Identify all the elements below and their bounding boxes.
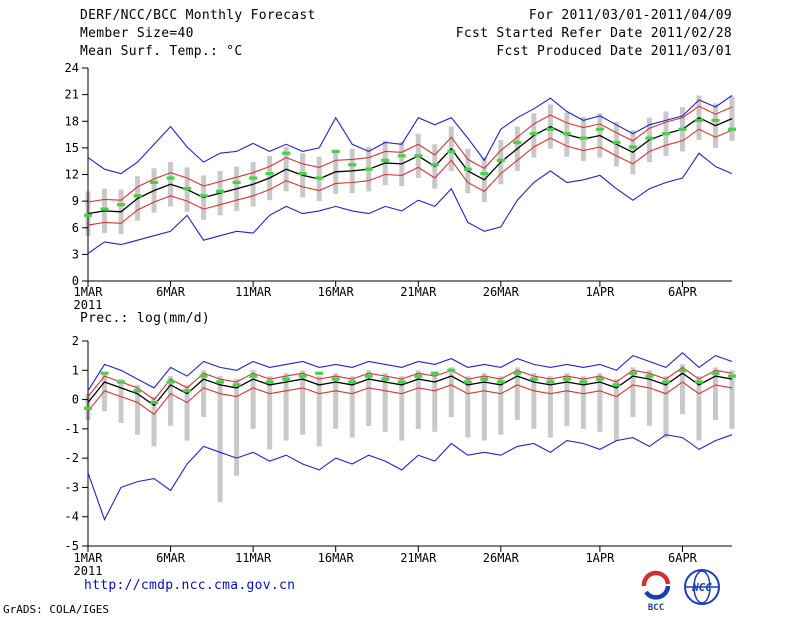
ensemble-max xyxy=(87,95,733,175)
fcst-produced-date-label: Fcst Produced Date 2011/03/01 xyxy=(496,44,732,59)
upper-quartile xyxy=(87,366,733,401)
y-tick-label: 1 xyxy=(72,363,79,377)
x-tick-label: 21MAR xyxy=(400,285,437,299)
x-tick-label: 1MAR xyxy=(74,551,104,565)
bcc-logo-label: BCC xyxy=(648,603,664,613)
x-tick-label: 16MAR xyxy=(318,285,355,299)
y-tick-label: 9 xyxy=(72,194,79,208)
page-title: DERF/NCC/BCC Monthly Forecast xyxy=(80,8,316,23)
bcc-logo-blue-arc xyxy=(644,585,671,600)
x-tick-label: 11MAR xyxy=(235,551,272,565)
ncc-logo-outer-ring xyxy=(684,569,720,605)
y-tick-label: -1 xyxy=(65,422,79,436)
ncc-logo-label: NCC xyxy=(691,581,712,594)
y-tick-label: 12 xyxy=(65,168,79,182)
ensemble-mean xyxy=(87,372,733,407)
x-tick-label: 26MAR xyxy=(483,551,520,565)
x-tick-label: 11MAR xyxy=(235,285,272,299)
x-tick-label: 16MAR xyxy=(318,551,355,565)
member-size-label: Member Size=40 xyxy=(80,26,194,41)
ncc-logo: NCC xyxy=(684,569,720,605)
bcc-logo-red-arc xyxy=(641,570,671,587)
x-tick-year-label: 2011 xyxy=(74,564,103,578)
x-tick-year-label: 2011 xyxy=(74,298,103,312)
x-tick-label: 1MAR xyxy=(74,285,104,299)
x-tick-label: 6APR xyxy=(668,285,698,299)
y-tick-label: 15 xyxy=(65,141,79,155)
ensemble-mean xyxy=(87,116,733,215)
upper-quartile xyxy=(87,105,733,203)
ensemble-max xyxy=(87,351,733,392)
grads-credit: GrADS: COLA/IGES xyxy=(3,603,109,616)
observation xyxy=(84,368,736,410)
member-spread-bars xyxy=(85,95,735,236)
x-tick-label: 26MAR xyxy=(483,285,520,299)
y-tick-label: -3 xyxy=(65,480,79,494)
x-tick-label: 1APR xyxy=(585,551,615,565)
x-tick-label: 21MAR xyxy=(400,551,437,565)
prec-chart-title: Prec.: log(mm/d) xyxy=(80,311,211,326)
y-tick-label: 3 xyxy=(72,247,79,261)
x-tick-label: 6MAR xyxy=(156,551,186,565)
bcc-logo: BCC xyxy=(641,570,671,613)
lower-quartile xyxy=(87,381,733,415)
forecast-range-label: For 2011/03/01-2011/04/09 xyxy=(528,8,732,23)
y-tick-label: -4 xyxy=(65,510,79,524)
y-tick-label: 0 xyxy=(72,393,79,407)
x-tick-label: 1APR xyxy=(585,285,615,299)
y-tick-label: 2 xyxy=(72,334,79,348)
temp-chart-title: Mean Surf. Temp.: °C xyxy=(80,44,243,59)
ensemble-min xyxy=(87,434,733,521)
y-tick-label: -2 xyxy=(65,451,79,465)
member-spread-bars xyxy=(85,364,735,503)
y-tick-label: 0 xyxy=(72,274,79,288)
y-tick-label: 18 xyxy=(65,114,79,128)
x-tick-label: 6APR xyxy=(668,551,698,565)
observation xyxy=(84,118,736,217)
y-tick-label: 6 xyxy=(72,221,79,235)
website-url: http://cmdp.ncc.cma.gov.cn xyxy=(84,578,296,593)
ensemble-min xyxy=(87,152,733,254)
lower-quartile xyxy=(87,128,733,226)
y-tick-label: -5 xyxy=(65,539,79,553)
fcst-started-date-label: Fcst Started Refer Date 2011/02/28 xyxy=(455,26,732,41)
x-tick-label: 6MAR xyxy=(156,285,186,299)
y-tick-label: 21 xyxy=(65,88,79,102)
y-tick-label: 24 xyxy=(65,61,79,75)
